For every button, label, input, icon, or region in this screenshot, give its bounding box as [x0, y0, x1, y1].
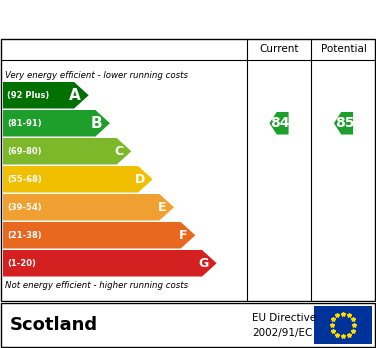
Text: (55-68): (55-68) [7, 175, 42, 184]
Polygon shape [3, 110, 110, 136]
Text: (69-80): (69-80) [7, 147, 41, 156]
Text: EU Directive: EU Directive [252, 313, 316, 323]
Polygon shape [270, 112, 288, 135]
Text: (92 Plus): (92 Plus) [7, 91, 49, 100]
Polygon shape [3, 194, 174, 221]
Text: 2002/91/EC: 2002/91/EC [252, 328, 312, 338]
Text: Not energy efficient - higher running costs: Not energy efficient - higher running co… [5, 282, 188, 291]
Text: E: E [158, 201, 166, 214]
Polygon shape [334, 112, 353, 135]
Text: Scotland: Scotland [10, 316, 98, 334]
Text: (21-38): (21-38) [7, 231, 42, 240]
Text: 84: 84 [270, 116, 290, 130]
Text: (39-54): (39-54) [7, 203, 42, 212]
Text: Energy Efficiency Rating: Energy Efficiency Rating [64, 10, 312, 28]
Polygon shape [3, 166, 153, 192]
Bar [314, 306, 372, 344]
Polygon shape [3, 138, 131, 165]
Polygon shape [3, 82, 89, 109]
Text: A: A [69, 88, 81, 103]
Text: (81-91): (81-91) [7, 119, 42, 128]
Text: D: D [134, 173, 145, 186]
Text: 85: 85 [335, 116, 354, 130]
Polygon shape [3, 250, 217, 277]
Text: Very energy efficient - lower running costs: Very energy efficient - lower running co… [5, 71, 188, 80]
Polygon shape [3, 222, 195, 248]
Text: C: C [114, 145, 123, 158]
Text: B: B [90, 116, 102, 131]
Text: Current: Current [259, 44, 299, 54]
Text: (1-20): (1-20) [7, 259, 36, 268]
Text: F: F [179, 229, 187, 242]
Text: G: G [199, 257, 209, 270]
Text: Potential: Potential [321, 44, 367, 54]
